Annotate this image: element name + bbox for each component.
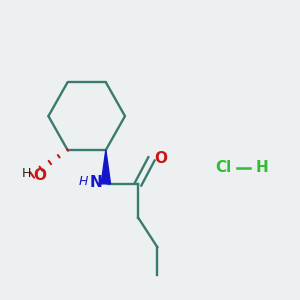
- Text: O: O: [154, 151, 167, 166]
- Text: N: N: [89, 175, 102, 190]
- Text: Cl: Cl: [215, 160, 232, 175]
- Text: H: H: [79, 175, 88, 188]
- Text: O: O: [33, 167, 46, 182]
- Polygon shape: [101, 150, 110, 184]
- Text: H: H: [22, 167, 31, 180]
- Text: H: H: [256, 160, 268, 175]
